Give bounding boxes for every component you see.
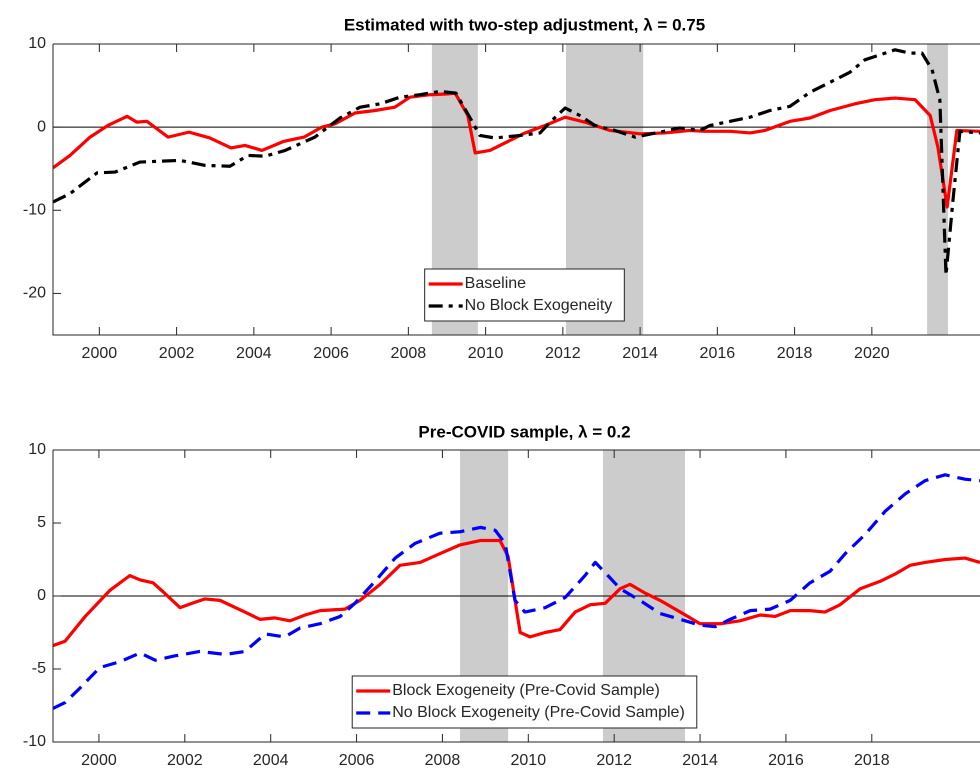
legend-label: Baseline	[465, 275, 526, 292]
y-tick-label: 0	[37, 587, 46, 604]
axes-box	[52, 43, 980, 336]
legend-label: No Block Exogeneity	[465, 297, 613, 314]
legend-label: No Block Exogeneity (Pre-Covid Sample)	[392, 704, 685, 721]
x-tick-label: 2010	[468, 345, 504, 362]
x-tick-label: 2008	[425, 752, 461, 769]
y-tick-label: 10	[28, 441, 46, 458]
y-tick-label: -10	[23, 733, 46, 750]
x-tick-label: 2018	[777, 345, 813, 362]
chart-title: Estimated with two-step adjustment, λ = …	[344, 15, 705, 34]
x-tick-label: 2004	[253, 752, 289, 769]
x-tick-label: 2020	[854, 345, 890, 362]
legend: Block Exogeneity (Pre-Covid Sample) No Bl…	[351, 675, 698, 729]
series-line	[53, 48, 980, 277]
shaded-region	[927, 44, 948, 335]
subplot: -10 -5 0 5 10 2000 2002 2004 2006 2008 2010 2012 201…	[23, 422, 980, 769]
x-tick-label: 2008	[391, 345, 427, 362]
legend-box	[424, 268, 625, 322]
series-line	[53, 473, 980, 710]
y-tick-label: -5	[32, 660, 46, 677]
x-tick-label: 2002	[159, 345, 195, 362]
x-tick-label: 2014	[682, 752, 718, 769]
series-line	[53, 91, 980, 209]
x-tick-label: 2016	[700, 345, 736, 362]
x-tick-label: 2004	[236, 345, 272, 362]
y-tick-label: -20	[23, 285, 46, 302]
x-tick-label: 2018	[854, 752, 890, 769]
subplot: -20 -10 0 10 2000 2002 2004 2006 2008 2010 2012 201…	[23, 15, 980, 362]
x-tick-label: 2016	[768, 752, 804, 769]
x-tick-label: 2014	[622, 345, 658, 362]
legend-label: Block Exogeneity (Pre-Covid Sample)	[392, 682, 660, 699]
legend-box	[351, 675, 698, 729]
x-tick-label: 2006	[339, 752, 375, 769]
x-tick-label: 2000	[82, 345, 118, 362]
y-tick-label: 5	[37, 514, 46, 531]
legend: Baseline No Block Exogeneity	[424, 268, 625, 322]
x-tick-label: 2002	[167, 752, 203, 769]
x-tick-label: 2006	[313, 345, 349, 362]
y-tick-label: 10	[28, 35, 46, 52]
chart-title: Pre-COVID sample, λ = 0.2	[418, 422, 630, 441]
series-line	[53, 538, 980, 648]
x-tick-label: 2012	[545, 345, 581, 362]
x-tick-label: 2000	[81, 752, 117, 769]
x-tick-label: 2012	[596, 752, 632, 769]
y-tick-label: -10	[23, 202, 46, 219]
x-tick-label: 2010	[511, 752, 547, 769]
y-tick-label: 0	[37, 118, 46, 135]
